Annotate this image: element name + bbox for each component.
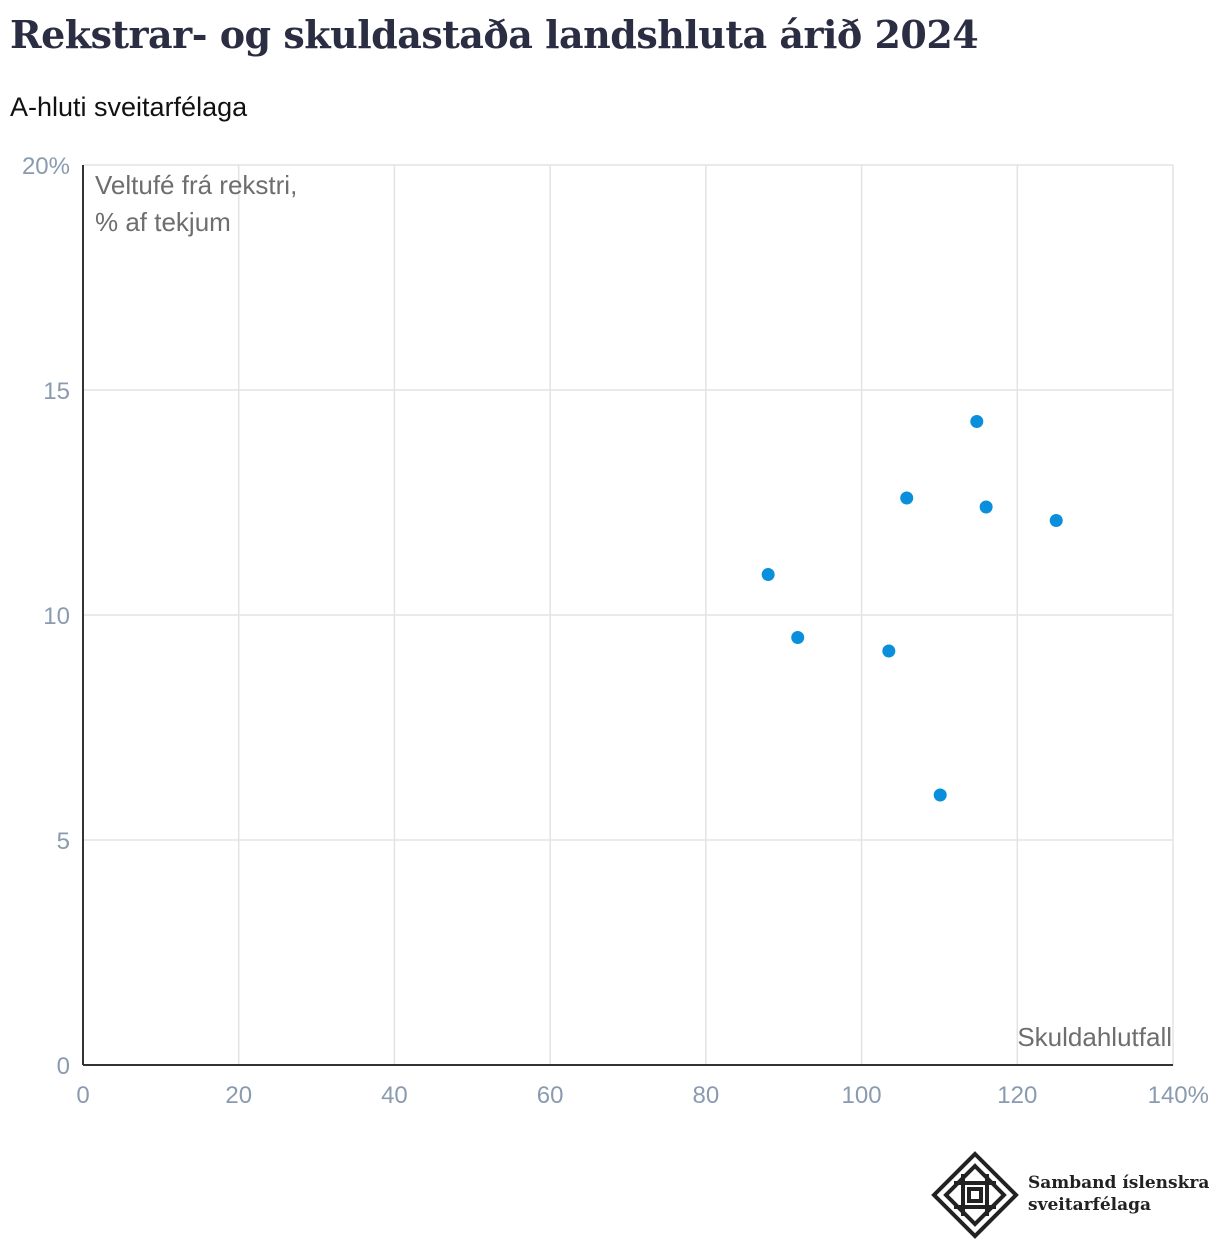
x-tick-label: 40 <box>381 1082 408 1109</box>
logo: Samband íslenskra sveitarfélaga <box>930 1150 1215 1240</box>
data-point <box>1049 514 1063 527</box>
data-point <box>900 491 914 505</box>
y-tick-label: 5 <box>57 828 70 855</box>
logo-text-line-2: sveitarfélaga <box>1028 1195 1152 1215</box>
chart-subtitle: A-hluti sveitarfélaga <box>10 92 248 122</box>
y-axis-title-line-1: Veltufé frá rekstri, <box>95 170 297 200</box>
x-tick-label: 120 <box>997 1082 1037 1109</box>
data-point <box>791 631 805 644</box>
y-tick-label: 10 <box>43 603 70 630</box>
point-layer <box>761 415 1063 802</box>
x-tick-label: 20 <box>225 1082 252 1109</box>
chart-title: Rekstrar- og skuldastaða landshluta árið… <box>10 12 979 57</box>
logo-emblem-icon <box>931 1151 1019 1239</box>
data-point <box>933 788 947 802</box>
x-tick-label: 0 <box>76 1082 89 1109</box>
y-axis-title-line-2: % af tekjum <box>95 207 231 237</box>
data-point <box>882 644 896 658</box>
grid-layer <box>83 164 1174 1065</box>
x-tick-label: 80 <box>693 1082 720 1109</box>
tick-layer: 0 20 40 60 80 100 120 140% 0 5 10 15 20% <box>22 153 1209 1109</box>
y-tick-label: 0 <box>57 1053 70 1080</box>
x-tick-label: 100 <box>842 1082 882 1109</box>
x-axis-title: Skuldahlutfall <box>1017 1022 1172 1052</box>
x-tick-label: 60 <box>537 1082 564 1109</box>
data-point <box>970 415 984 428</box>
axis-layer <box>82 165 1173 1066</box>
scatter-chart: 0 20 40 60 80 100 120 140% 0 5 10 15 20% Veltufé frá… <box>22 153 1209 1109</box>
y-tick-label: 15 <box>43 378 70 405</box>
data-point <box>761 568 775 581</box>
y-tick-label: 20% <box>22 153 70 180</box>
data-point <box>979 500 993 514</box>
x-tick-label: 140% <box>1148 1082 1209 1109</box>
logo-text-line-1: Samband íslenskra <box>1028 1173 1210 1193</box>
